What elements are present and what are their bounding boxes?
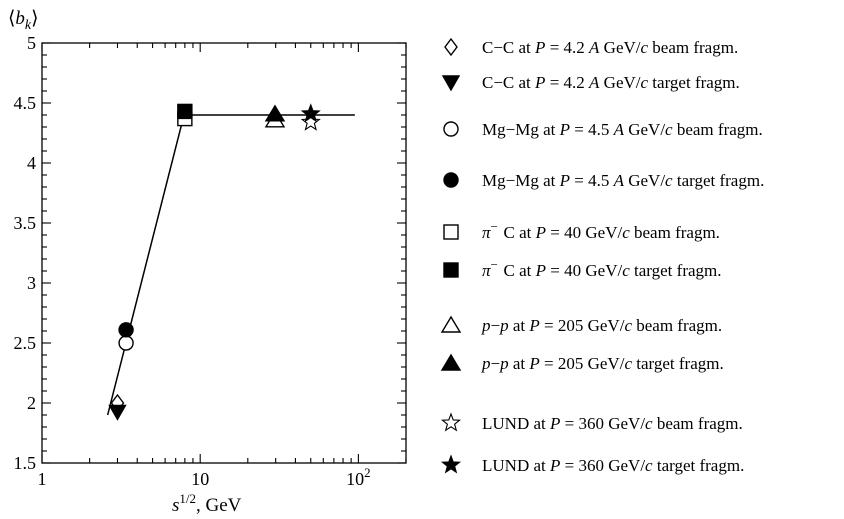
legend-item: π− C at P = 40 GeV/c target fragm. [443,257,722,280]
y-tick-label: 5 [27,33,36,53]
legend-marker-circle-open [443,121,459,137]
legend-item: C−C at P = 4.2 A GeV/c target fragm. [441,73,740,92]
y-tick-label: 2 [27,393,36,413]
legend-item: LUND at P = 360 GeV/c beam fragm. [440,412,743,433]
data-points [108,103,321,421]
legend-label: C−C at P = 4.2 A GeV/c beam fragm. [482,38,738,57]
legend-marker-triangle-up-open [440,315,462,333]
y-tick-label: 4.5 [14,93,37,113]
legend-item: LUND at P = 360 GeV/c target fragm. [440,454,744,475]
legend-item: π− C at P = 40 GeV/c beam fragm. [443,219,720,242]
fit-line [106,114,185,416]
legend-marker-square-filled [443,262,459,278]
y-axis-ticks: 1.5 2 2.5 3 3.5 4 4.5 5 [14,33,406,473]
data-point-star-open [300,111,321,131]
legend-label: π− C at P = 40 GeV/c target fragm. [482,257,722,280]
legend: C−C at P = 4.2 A GeV/c beam fragm. C−C at… [440,37,764,475]
y-tick-label: 1.5 [14,453,37,473]
data-point-triangle-down-filled [108,404,127,421]
legend-label: C−C at P = 4.2 A GeV/c target fragm. [482,73,740,92]
legend-marker-star-filled [440,454,462,474]
legend-label: π− C at P = 40 GeV/c beam fragm. [482,219,720,242]
legend-marker-diamond-open [444,37,458,57]
y-tick-label: 2.5 [14,333,37,353]
legend-label: Mg−Mg at P = 4.5 A GeV/c beam fragm. [482,120,763,139]
x-axis-label: s1/2, GeV [172,491,242,516]
data-point-square-filled [177,103,193,120]
y-tick-label: 3.5 [14,213,37,233]
data-point-star-filled [300,103,321,123]
data-point-triangle-up-filled [264,104,286,122]
legend-label: p−p at P = 205 GeV/c beam fragm. [481,316,722,335]
legend-item: p−p at P = 205 GeV/c target fragm. [440,353,724,373]
data-point-circle-filled [118,322,134,338]
legend-item: p−p at P = 205 GeV/c beam fragm. [440,315,722,335]
legend-label: p−p at P = 205 GeV/c target fragm. [481,354,724,373]
legend-label: LUND at P = 360 GeV/c beam fragm. [482,414,743,433]
data-point-circle-open [118,335,134,351]
plot-frame [41,42,407,464]
legend-label: Mg−Mg at P = 4.5 A GeV/c target fragm. [482,171,764,190]
x-axis-ticks: 1 10 102 [38,43,407,489]
legend-marker-square-open [443,224,459,240]
y-axis-label: ⟨bk⟩ [8,8,39,33]
legend-item: C−C at P = 4.2 A GeV/c beam fragm. [444,37,738,57]
y-tick-label: 3 [27,273,36,293]
legend-marker-circle-filled [443,172,459,188]
plot-border [41,42,407,464]
legend-item: Mg−Mg at P = 4.5 A GeV/c beam fragm. [443,120,763,139]
legend-marker-triangle-down-filled [441,75,461,92]
fit-lines [106,114,355,416]
legend-marker-triangle-up-filled [440,353,462,371]
legend-marker-star-open [440,412,462,432]
x-tick-label: 10 [191,469,209,489]
x-tick-label: 102 [346,465,371,489]
y-tick-label: 4 [27,153,36,173]
legend-label: LUND at P = 360 GeV/c target fragm. [482,456,744,475]
x-tick-label: 1 [38,469,47,489]
legend-item: Mg−Mg at P = 4.5 A GeV/c target fragm. [443,171,764,190]
